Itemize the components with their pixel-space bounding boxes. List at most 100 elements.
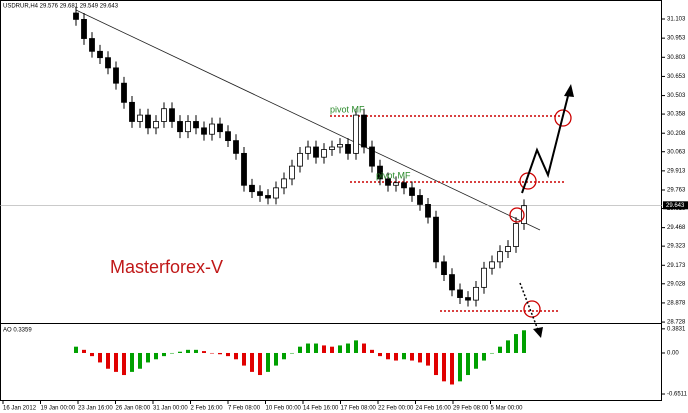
y-tick-label: 30.953	[667, 36, 686, 42]
candle-body	[385, 178, 391, 186]
x-tick-label: 19 Jan 00:00	[41, 406, 76, 412]
x-tick-label: 22 Feb 00:00	[378, 406, 414, 412]
ao-bar	[194, 349, 198, 353]
candle-body	[505, 246, 511, 253]
ao-bar	[274, 352, 278, 366]
candle-body	[145, 114, 151, 129]
ao-bar	[354, 340, 358, 353]
candle-body	[345, 144, 351, 154]
ao-bar	[226, 352, 230, 357]
candle-body	[361, 114, 367, 148]
ao-bar	[394, 352, 398, 361]
y-tick-label: 30.653	[667, 74, 686, 80]
x-tick-label: 10 Feb 00:00	[266, 406, 302, 412]
ao-bar	[210, 352, 214, 354]
watermark: Masterforex-V	[110, 257, 223, 277]
ao-bar	[258, 352, 262, 376]
y-tick-label: 29.763	[667, 188, 686, 194]
candle-body	[497, 251, 503, 263]
ao-bar	[82, 349, 86, 353]
candle-body	[289, 165, 295, 180]
ao-bar	[426, 352, 430, 366]
ao-bar	[106, 352, 110, 369]
candle-body	[225, 131, 231, 142]
y-tick-label: 30.803	[667, 55, 686, 61]
arrow-head	[533, 327, 543, 338]
ao-bar	[322, 345, 326, 353]
ao-bar	[306, 343, 310, 353]
y-tick-label: 30.358	[667, 112, 686, 118]
highlight-circle	[509, 207, 525, 223]
candle-body	[129, 101, 135, 122]
ao-bar	[290, 352, 294, 354]
candle-body	[137, 114, 143, 122]
ao-bar	[90, 352, 94, 357]
candle-body	[217, 123, 223, 133]
price-label: 29.643	[666, 203, 685, 209]
ao-bar	[402, 352, 406, 360]
ao-bar	[298, 346, 302, 353]
candle-body	[105, 57, 111, 69]
forecast-arrow	[519, 282, 539, 331]
ao-bar	[314, 343, 318, 353]
y-tick-label: 29.913	[667, 168, 686, 174]
y-tick-label: 31.103	[667, 17, 686, 23]
trend-line	[75, 9, 541, 231]
ao-bar	[418, 352, 422, 363]
ao-bar	[218, 352, 222, 355]
candle-body	[153, 121, 159, 129]
candle-body	[97, 50, 103, 59]
candle-body	[409, 187, 415, 196]
ao-bar	[450, 352, 454, 385]
ao-bar	[202, 351, 206, 353]
x-tick-label: 31 Jan 00:00	[153, 406, 188, 412]
candle-body	[417, 195, 423, 205]
ao-bar	[458, 352, 462, 382]
annotation: pivot MF	[330, 104, 365, 114]
candle-body	[249, 184, 255, 193]
y-tick-label: 29.323	[667, 244, 686, 250]
candle-body	[313, 146, 319, 158]
x-tick-label: 29 Feb 08:00	[453, 406, 489, 412]
candle-body	[161, 108, 167, 122]
candle-body	[169, 108, 175, 122]
candle-body	[121, 82, 127, 103]
ao-bar	[162, 352, 166, 357]
ao-bar	[474, 352, 478, 369]
ao-bar	[138, 352, 142, 369]
candle-body	[265, 195, 271, 199]
y-tick-label: 29.173	[667, 263, 686, 269]
candle-body	[257, 191, 263, 196]
y-tick-label: 28.728	[667, 320, 686, 326]
x-tick-label: 7 Feb 08:00	[228, 406, 261, 412]
highlight-circle	[523, 300, 541, 318]
highlight-circle	[554, 109, 572, 127]
y-tick-label: -0.6511	[667, 392, 688, 398]
candle-body	[337, 144, 343, 148]
y-tick-label: 30.208	[667, 131, 686, 137]
ao-bar	[98, 352, 102, 363]
candle-body	[489, 261, 495, 269]
candle-body	[297, 152, 303, 167]
candle-body	[273, 187, 279, 199]
x-tick-label: 2 Feb 16:00	[191, 406, 224, 412]
ao-bar	[338, 345, 342, 353]
x-tick-label: 17 Feb 08:00	[341, 406, 377, 412]
y-tick-label: 29.468	[667, 225, 686, 231]
ao-bar	[346, 343, 350, 353]
candle-body	[185, 121, 191, 133]
y-tick-label: 28.878	[667, 301, 686, 307]
arrow-head	[564, 84, 574, 97]
candle-body	[113, 67, 119, 84]
candle-body	[233, 140, 239, 154]
ao-bar	[410, 352, 414, 361]
candle-body	[193, 121, 199, 129]
ao-bar	[482, 352, 486, 361]
candle-body	[73, 12, 79, 20]
chart-header: USDRUR,H4 29.576 29.681 29.549 29.643	[3, 4, 119, 10]
candle-body	[281, 178, 287, 189]
ao-bar	[114, 352, 118, 372]
x-tick-label: 16 Jan 2012	[3, 406, 37, 412]
